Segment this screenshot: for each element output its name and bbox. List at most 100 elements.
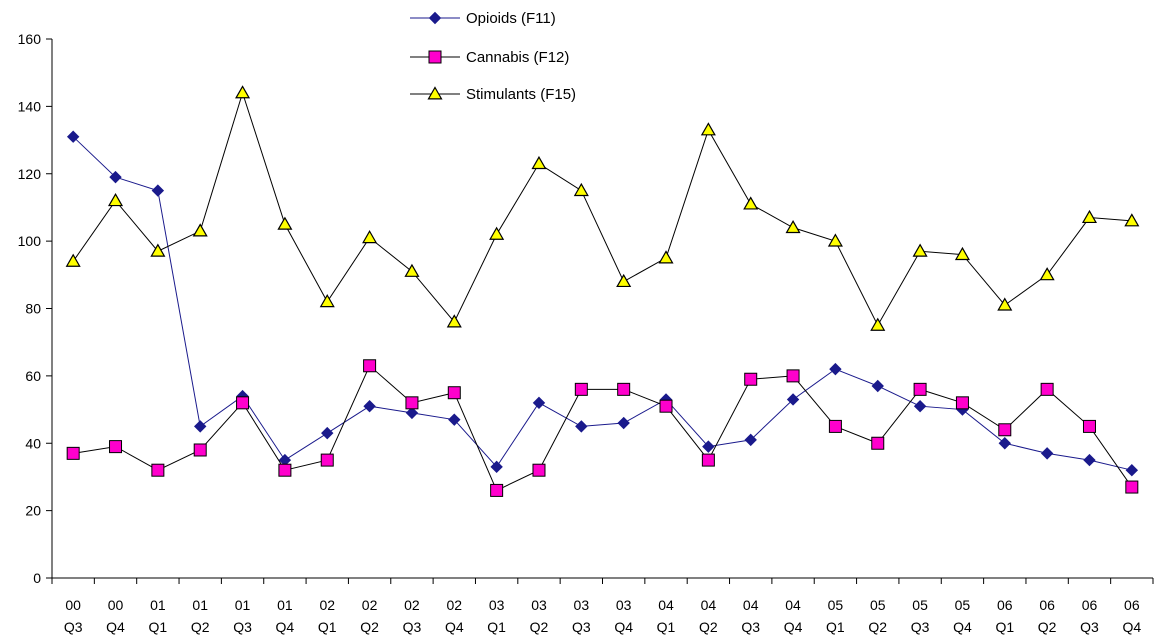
y-tick-label: 40 bbox=[25, 435, 41, 451]
x-tick-label-year: 04 bbox=[701, 597, 717, 613]
data-point-square bbox=[1082, 419, 1096, 433]
data-point-diamond bbox=[702, 440, 715, 453]
x-tick-label-quarter: Q1 bbox=[487, 619, 506, 635]
data-point-triangle bbox=[235, 85, 251, 99]
x-tick-label-quarter: Q1 bbox=[657, 619, 676, 635]
data-point-diamond bbox=[871, 379, 884, 393]
data-point-triangle bbox=[531, 155, 547, 170]
series-line bbox=[72, 91, 1132, 327]
data-point-diamond bbox=[913, 399, 927, 413]
x-tick-label-quarter: Q4 bbox=[445, 619, 464, 635]
legend-marker-diamond bbox=[428, 11, 442, 25]
series-cannabis bbox=[66, 359, 1139, 497]
legend-label: Opioids (F11) bbox=[466, 10, 556, 27]
data-point-triangle bbox=[1081, 209, 1098, 224]
x-tick-label-year: 06 bbox=[1124, 597, 1140, 613]
data-point-triangle bbox=[489, 226, 505, 240]
data-point-square bbox=[913, 382, 927, 396]
series-line bbox=[73, 364, 1133, 492]
data-point-square bbox=[151, 463, 165, 477]
x-tick-label-year: 00 bbox=[108, 597, 124, 613]
data-point-triangle bbox=[192, 223, 208, 237]
data-point-square bbox=[955, 396, 969, 410]
x-tick-label-quarter: Q4 bbox=[276, 619, 295, 635]
data-point-diamond bbox=[490, 460, 503, 474]
x-tick-label-year: 06 bbox=[997, 597, 1013, 613]
data-point-square bbox=[405, 396, 419, 410]
data-point-diamond bbox=[829, 362, 842, 376]
data-point-diamond bbox=[786, 393, 800, 406]
x-tick-label-year: 00 bbox=[65, 597, 81, 613]
x-tick-label-quarter: Q3 bbox=[233, 619, 252, 635]
data-point-diamond bbox=[448, 413, 461, 426]
x-tick-label-year: 01 bbox=[192, 597, 208, 613]
x-tick-label-year: 02 bbox=[319, 597, 335, 613]
x-tick-label-year: 03 bbox=[489, 597, 505, 613]
data-point-square bbox=[1040, 382, 1054, 396]
data-point-square bbox=[320, 453, 334, 467]
data-point-triangle bbox=[150, 243, 166, 257]
legend-marker-triangle bbox=[427, 86, 443, 100]
x-tick-label-quarter: Q3 bbox=[911, 619, 930, 635]
x-tick-label-year: 03 bbox=[531, 597, 547, 613]
x-tick-label-year: 05 bbox=[912, 597, 928, 613]
data-point-triangle bbox=[1039, 267, 1055, 281]
data-point-diamond bbox=[151, 184, 165, 197]
y-tick-label: 0 bbox=[33, 570, 41, 586]
series-line bbox=[72, 136, 1132, 471]
data-point-triangle bbox=[573, 182, 589, 197]
x-tick-label-year: 02 bbox=[404, 597, 420, 613]
data-point-triangle bbox=[997, 297, 1013, 311]
x-tick-label-year: 05 bbox=[955, 597, 971, 613]
x-tick-label-quarter: Q2 bbox=[1038, 619, 1057, 635]
x-tick-label-quarter: Q3 bbox=[572, 619, 591, 635]
x-tick-label-year: 06 bbox=[1039, 597, 1055, 613]
x-tick-label-quarter: Q2 bbox=[699, 619, 718, 635]
y-tick-label: 20 bbox=[25, 503, 41, 519]
y-tick-label: 60 bbox=[25, 368, 41, 384]
data-point-square bbox=[659, 399, 673, 413]
data-point-square bbox=[66, 446, 80, 460]
data-point-triangle bbox=[743, 196, 759, 210]
x-tick-label-quarter: Q1 bbox=[995, 619, 1014, 635]
x-tick-label-year: 01 bbox=[150, 597, 166, 613]
data-point-square bbox=[574, 382, 588, 396]
data-point-square bbox=[236, 396, 250, 410]
data-point-diamond bbox=[575, 420, 588, 433]
data-point-triangle bbox=[827, 233, 843, 247]
series-stimulants bbox=[65, 85, 1140, 331]
data-point-diamond bbox=[66, 130, 80, 143]
data-point-triangle bbox=[785, 219, 801, 234]
x-tick-label-year: 03 bbox=[616, 597, 632, 613]
x-tick-label-quarter: Q4 bbox=[1122, 619, 1141, 635]
data-point-triangle bbox=[616, 273, 632, 288]
data-point-square bbox=[447, 386, 461, 400]
x-tick-label-year: 02 bbox=[446, 597, 462, 613]
x-tick-label-year: 04 bbox=[743, 597, 759, 613]
data-point-diamond bbox=[405, 406, 419, 420]
legend-marker-square bbox=[428, 50, 442, 64]
data-point-diamond bbox=[744, 433, 757, 447]
data-point-triangle bbox=[658, 250, 674, 264]
x-tick-label-quarter: Q3 bbox=[1080, 619, 1099, 635]
data-point-square bbox=[278, 463, 292, 477]
data-point-square bbox=[193, 443, 207, 457]
data-point-diamond bbox=[363, 399, 376, 413]
data-point-diamond bbox=[109, 170, 122, 184]
legend: Opioids (F11) Cannabis (F12) Stimulants (F… bbox=[410, 10, 576, 103]
x-tick-label-year: 06 bbox=[1082, 597, 1098, 613]
x-tick-label-quarter: Q2 bbox=[530, 619, 549, 635]
x-tick-label-year: 05 bbox=[828, 597, 844, 613]
data-point-square bbox=[1125, 480, 1139, 494]
series-layer bbox=[65, 85, 1140, 497]
data-point-triangle bbox=[277, 216, 293, 230]
x-tick-label-quarter: Q4 bbox=[614, 619, 633, 635]
x-tick-label-quarter: Q1 bbox=[826, 619, 845, 635]
y-tick-label: 140 bbox=[18, 98, 42, 114]
data-point-diamond bbox=[617, 416, 630, 430]
x-tick-label-year: 03 bbox=[574, 597, 590, 613]
series-opioids bbox=[66, 130, 1139, 477]
legend-entry: Cannabis (F12) bbox=[410, 49, 569, 66]
y-tick-label: 120 bbox=[18, 166, 42, 182]
